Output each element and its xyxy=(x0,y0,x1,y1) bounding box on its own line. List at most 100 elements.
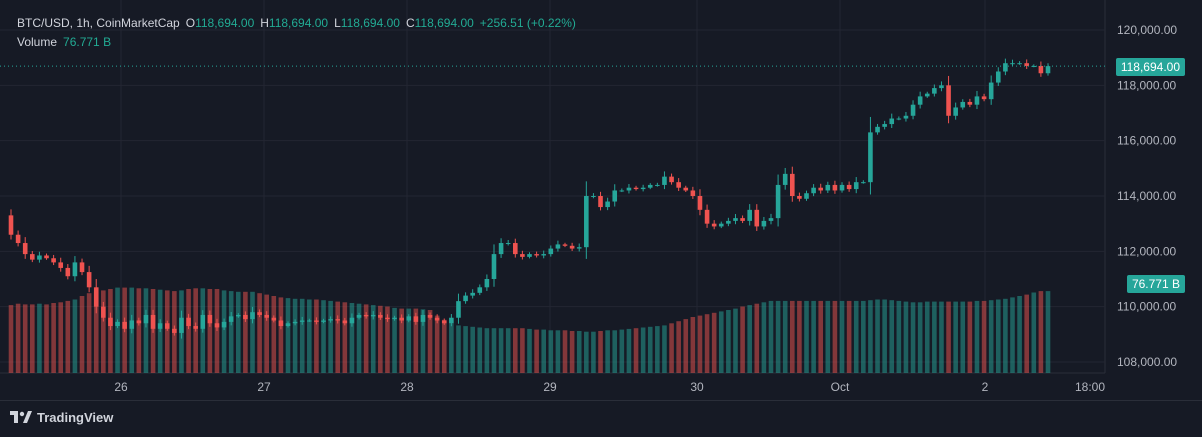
volume-bar xyxy=(505,328,511,373)
candle-body xyxy=(15,234,21,244)
legend-volume-row: Volume 76.771 B xyxy=(17,33,576,52)
volume-bar xyxy=(370,305,376,373)
candle-body xyxy=(853,182,859,190)
volume-bar xyxy=(328,300,333,373)
volume-bar xyxy=(392,307,397,373)
candle-body xyxy=(413,316,419,322)
volume-bar xyxy=(967,301,973,373)
candle-body xyxy=(143,314,149,324)
volume-bar xyxy=(228,291,234,373)
volume-bar xyxy=(1024,294,1029,373)
volume-bar xyxy=(427,310,433,373)
candle-body xyxy=(839,184,845,191)
candle-body xyxy=(718,223,724,227)
candle-body xyxy=(456,301,461,318)
candle-body xyxy=(861,182,866,184)
volume-bar xyxy=(8,305,14,373)
candle-body xyxy=(250,312,255,320)
volume-bar xyxy=(30,304,35,373)
candle-body xyxy=(889,118,895,125)
candlestick-chart[interactable]: 108,000.00 110,000.00 112,000.00 114,000.00… xyxy=(0,0,1202,400)
candle-body xyxy=(179,317,184,333)
candle-body xyxy=(200,314,206,329)
volume-bar xyxy=(314,299,319,373)
volume-bar xyxy=(974,300,980,373)
chart-legend: BTC/USD, 1h, CoinMarketCap O118,694.00 H11… xyxy=(17,14,576,52)
volume-bar xyxy=(378,305,383,373)
tradingview-brand[interactable]: TradingView xyxy=(10,410,113,425)
candle-body xyxy=(299,320,305,322)
candle-body xyxy=(307,320,312,322)
candle-body xyxy=(768,218,774,221)
volume-bar xyxy=(65,300,71,373)
candle-body xyxy=(946,85,951,116)
volume-bar xyxy=(988,300,994,373)
x-tick-label: 2 xyxy=(982,380,989,394)
volume-bar xyxy=(321,300,326,373)
candle-body xyxy=(569,245,575,249)
volume-bar xyxy=(491,328,497,373)
volume-bar xyxy=(846,300,852,373)
candle-body xyxy=(932,88,937,94)
volume-bar xyxy=(733,308,738,373)
volume-bar xyxy=(868,300,873,373)
volume-bar xyxy=(520,328,525,373)
chart-area[interactable]: 108,000.00 110,000.00 112,000.00 114,000.00… xyxy=(0,0,1202,400)
candle-body xyxy=(939,85,944,89)
volume-bar xyxy=(44,304,49,373)
candle-body xyxy=(754,209,760,227)
volume-bar xyxy=(456,325,461,373)
y-tick-label: 114,000.00 xyxy=(1117,189,1176,203)
candle-body xyxy=(797,196,802,199)
y-tick-label: 118,000.00 xyxy=(1117,78,1176,92)
volume-bar xyxy=(335,301,341,373)
x-tick-label: 29 xyxy=(543,380,557,394)
candle-body xyxy=(342,320,348,324)
volume-bar xyxy=(449,323,454,373)
candle-body xyxy=(903,115,909,119)
volume-bar xyxy=(484,328,490,373)
candle-body xyxy=(1031,65,1037,67)
candle-body xyxy=(1017,63,1022,65)
volume-bar xyxy=(477,327,483,373)
volume-bar xyxy=(569,331,575,373)
candle-body xyxy=(172,328,177,333)
candle-body xyxy=(378,314,383,318)
volume-bar xyxy=(1038,291,1044,373)
volume-bar xyxy=(299,298,305,373)
candle-body xyxy=(285,323,291,327)
candle-body xyxy=(221,321,227,328)
volume-bar xyxy=(257,293,262,373)
candle-body xyxy=(960,101,966,108)
volume-bar xyxy=(889,300,895,373)
legend-symbol: BTC/USD, 1h, CoinMarketCap xyxy=(17,16,180,30)
candle-body xyxy=(399,317,404,321)
candle-body xyxy=(420,314,426,322)
volume-bar xyxy=(51,303,56,373)
volume-bar xyxy=(932,301,937,373)
candle-body xyxy=(463,295,468,302)
candle-body xyxy=(193,326,198,329)
volume-bar xyxy=(726,310,731,373)
tradingview-logo-icon xyxy=(10,410,32,423)
candle-body xyxy=(647,184,653,188)
volume-bar xyxy=(761,302,767,373)
volume-bar xyxy=(307,299,312,373)
candle-body xyxy=(370,314,376,317)
candle-body xyxy=(136,320,142,324)
volume-bar xyxy=(782,300,788,373)
volume-bar xyxy=(470,326,475,373)
x-tick-label: Oct xyxy=(831,380,850,394)
volume-bar xyxy=(683,319,689,373)
candle-body xyxy=(811,187,816,194)
volume-bar xyxy=(747,305,752,373)
volume-bar xyxy=(960,301,966,373)
volume-bar xyxy=(356,303,362,373)
volume-bar xyxy=(711,312,717,373)
candle-body xyxy=(633,187,639,190)
volume-bar xyxy=(22,304,28,373)
volume-bar xyxy=(626,328,632,373)
volume-bar xyxy=(647,326,653,373)
volume-bar xyxy=(910,302,916,373)
volume-bar xyxy=(385,306,390,373)
